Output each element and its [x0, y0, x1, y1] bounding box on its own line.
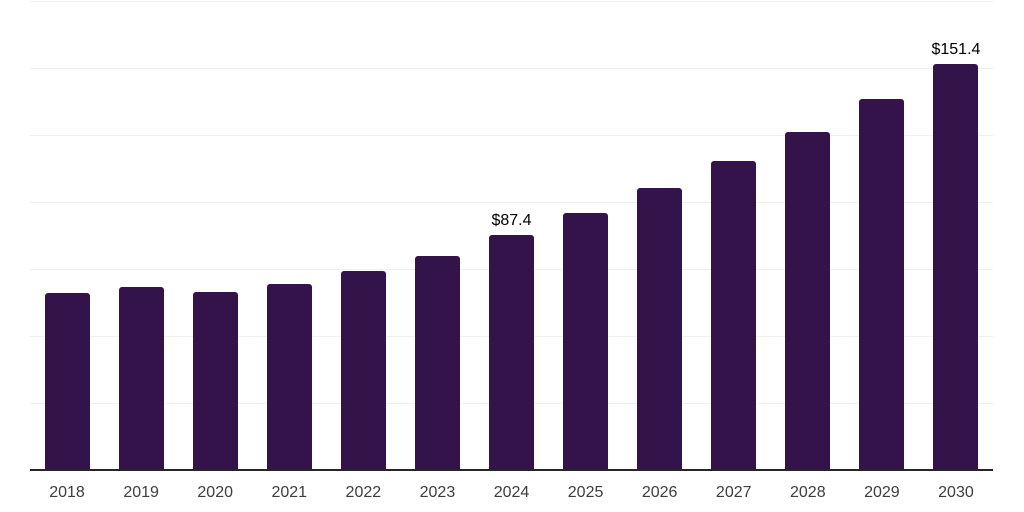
x-tick-label-2019: 2019 — [123, 484, 159, 501]
x-tick-label-2030: 2030 — [938, 484, 974, 501]
bar-2021 — [266, 283, 312, 470]
bar-2022 — [340, 271, 386, 470]
x-tick-label-2020: 2020 — [197, 484, 233, 501]
bar-2020 — [192, 292, 238, 470]
bar-2030 — [933, 63, 979, 470]
x-axis-line — [30, 469, 993, 471]
bar-2029 — [859, 99, 905, 470]
x-tick-label-2021: 2021 — [271, 484, 308, 501]
bar-value-label-2024: $87.4 — [491, 212, 532, 230]
x-tick-label-2028: 2028 — [790, 484, 826, 501]
bar-2026 — [637, 188, 683, 470]
gridline — [30, 135, 993, 136]
bar-2024 — [489, 235, 534, 470]
x-tick-label-2023: 2023 — [419, 484, 456, 501]
x-tick-label-2025: 2025 — [567, 484, 604, 501]
x-tick-label-2026: 2026 — [641, 484, 678, 501]
x-tick-label-2022: 2022 — [345, 484, 382, 501]
gridline — [30, 68, 993, 69]
bar-2028 — [785, 131, 831, 470]
bar-value-label-2030: $151.4 — [931, 40, 981, 58]
bar-2018 — [44, 293, 90, 470]
gridline — [30, 202, 993, 203]
gridline — [30, 1, 993, 2]
x-tick-label-2029: 2029 — [864, 484, 900, 501]
bar-2025 — [563, 212, 609, 470]
bar-2027 — [711, 161, 757, 470]
x-tick-label-2027: 2027 — [715, 484, 752, 501]
bar-2023 — [414, 256, 460, 470]
bar-2019 — [118, 287, 164, 470]
x-tick-label-2018: 2018 — [49, 484, 85, 501]
x-tick-label-2024: 2024 — [493, 484, 530, 501]
